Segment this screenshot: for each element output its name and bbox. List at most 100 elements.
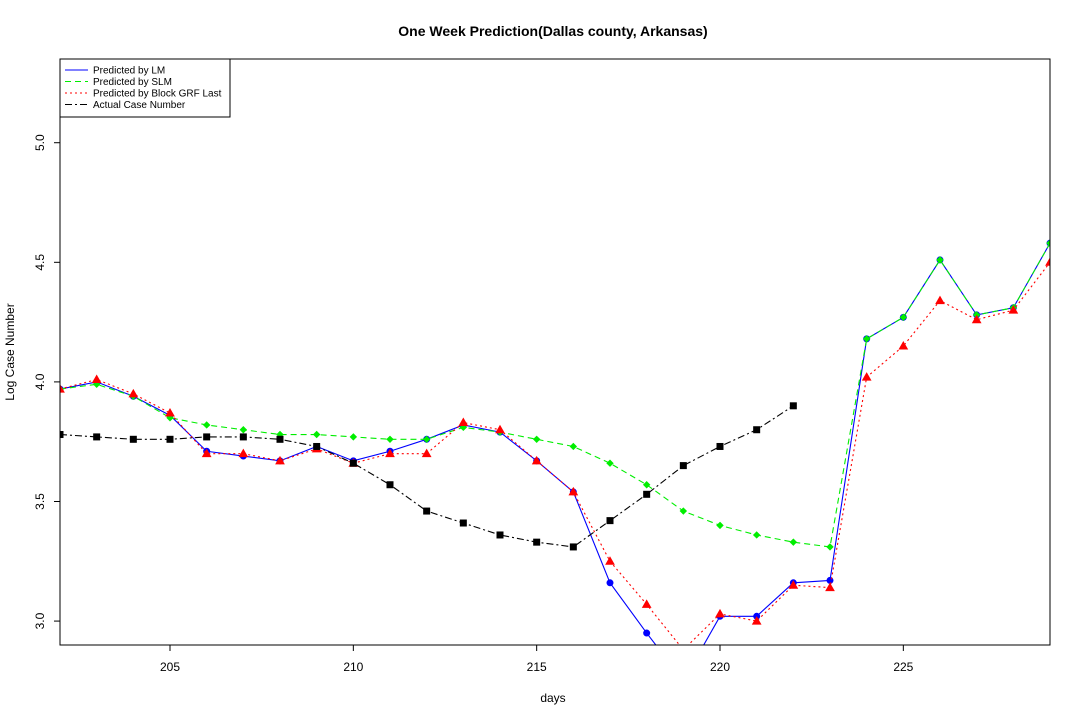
data-point — [683, 644, 684, 645]
data-point — [422, 435, 431, 444]
y-tick-label: 3.5 — [33, 493, 47, 510]
data-point — [826, 543, 834, 551]
data-point — [386, 481, 394, 489]
data-point — [606, 517, 614, 525]
data-point — [276, 435, 284, 443]
data-point — [751, 616, 762, 625]
data-point — [825, 582, 835, 592]
data-point — [313, 442, 321, 450]
data-point — [679, 462, 687, 470]
data-point — [606, 579, 614, 587]
data-point — [643, 490, 651, 498]
data-point — [421, 448, 432, 458]
data-point — [862, 335, 871, 343]
data-point — [568, 486, 579, 496]
data-point — [386, 435, 394, 444]
series-predicted-by-block-grf-last — [60, 257, 1050, 645]
series-predicted-by-slm — [60, 239, 1050, 551]
series-line — [60, 405, 794, 548]
series-actual-case-number — [60, 402, 797, 551]
x-tick-label: 220 — [710, 660, 730, 674]
data-point — [93, 433, 101, 441]
data-point — [715, 608, 725, 618]
data-point — [129, 435, 137, 443]
data-point — [1045, 257, 1050, 266]
data-point — [349, 433, 358, 441]
data-point — [239, 426, 248, 434]
data-point — [495, 424, 505, 434]
y-tick-label: 5.0 — [33, 134, 47, 151]
data-point — [202, 421, 211, 429]
x-tick-label: 210 — [343, 660, 363, 674]
x-tick-label: 205 — [160, 660, 180, 674]
legend-entry: Actual Case Number — [93, 100, 186, 111]
data-point — [935, 295, 945, 305]
data-point — [679, 507, 688, 515]
data-point — [166, 435, 174, 443]
data-point — [385, 448, 395, 458]
y-tick-label: 4.5 — [33, 254, 47, 271]
x-axis-label: days — [540, 691, 565, 705]
data-point — [239, 433, 247, 441]
x-tick-label: 225 — [893, 660, 913, 674]
y-tick-label: 4.0 — [33, 373, 47, 390]
data-point — [423, 507, 431, 515]
x-tick-label: 215 — [527, 660, 547, 674]
data-point — [643, 629, 651, 637]
data-point — [238, 448, 249, 458]
series-line — [60, 261, 1050, 645]
data-point — [789, 538, 798, 546]
data-point — [496, 531, 504, 539]
data-point — [789, 402, 797, 410]
data-point — [680, 678, 686, 684]
data-point — [533, 538, 541, 546]
y-tick-label: 3.0 — [33, 612, 47, 629]
series-layer — [60, 239, 1050, 684]
series-line — [60, 242, 1050, 548]
legend-entry: Predicted by SLM — [93, 77, 172, 88]
data-point — [641, 599, 652, 608]
data-point — [605, 556, 615, 565]
data-point — [312, 430, 321, 439]
data-point — [349, 459, 357, 467]
data-point — [60, 431, 64, 439]
data-point — [91, 374, 102, 384]
data-point — [606, 459, 614, 467]
plot-frame — [59, 58, 1051, 646]
data-point — [128, 388, 139, 398]
data-point — [1008, 305, 1019, 314]
data-point — [203, 433, 211, 441]
chart-title: One Week Prediction(Dallas county, Arkan… — [398, 23, 707, 39]
data-point — [1046, 239, 1050, 247]
data-point — [753, 426, 761, 434]
data-point — [165, 407, 175, 417]
data-point — [201, 448, 212, 458]
data-point — [752, 531, 761, 539]
data-point — [569, 442, 578, 451]
data-point — [60, 384, 65, 393]
data-point — [459, 519, 467, 527]
data-point — [532, 435, 541, 444]
data-point — [899, 313, 908, 322]
data-point — [788, 580, 799, 589]
data-point — [275, 455, 285, 465]
legend-box — [59, 58, 231, 118]
axes-layer: 205 210 215 220 225 3.0 3.5 4.0 4.5 5.0 — [33, 134, 914, 674]
data-point — [458, 417, 469, 427]
data-point — [569, 543, 577, 551]
data-point — [716, 442, 724, 450]
data-point — [716, 521, 724, 530]
legend-entry: Predicted by LM — [93, 66, 165, 77]
data-point — [936, 256, 944, 264]
series-line — [60, 242, 1050, 645]
y-axis-label: Log Case Number — [3, 303, 17, 400]
data-point — [898, 341, 909, 350]
data-point — [861, 372, 872, 381]
legend-entry: Predicted by Block GRF Last — [93, 89, 222, 100]
series-predicted-by-lm — [60, 239, 1050, 684]
data-point — [971, 314, 982, 324]
data-point — [642, 481, 651, 489]
data-point — [531, 455, 542, 465]
